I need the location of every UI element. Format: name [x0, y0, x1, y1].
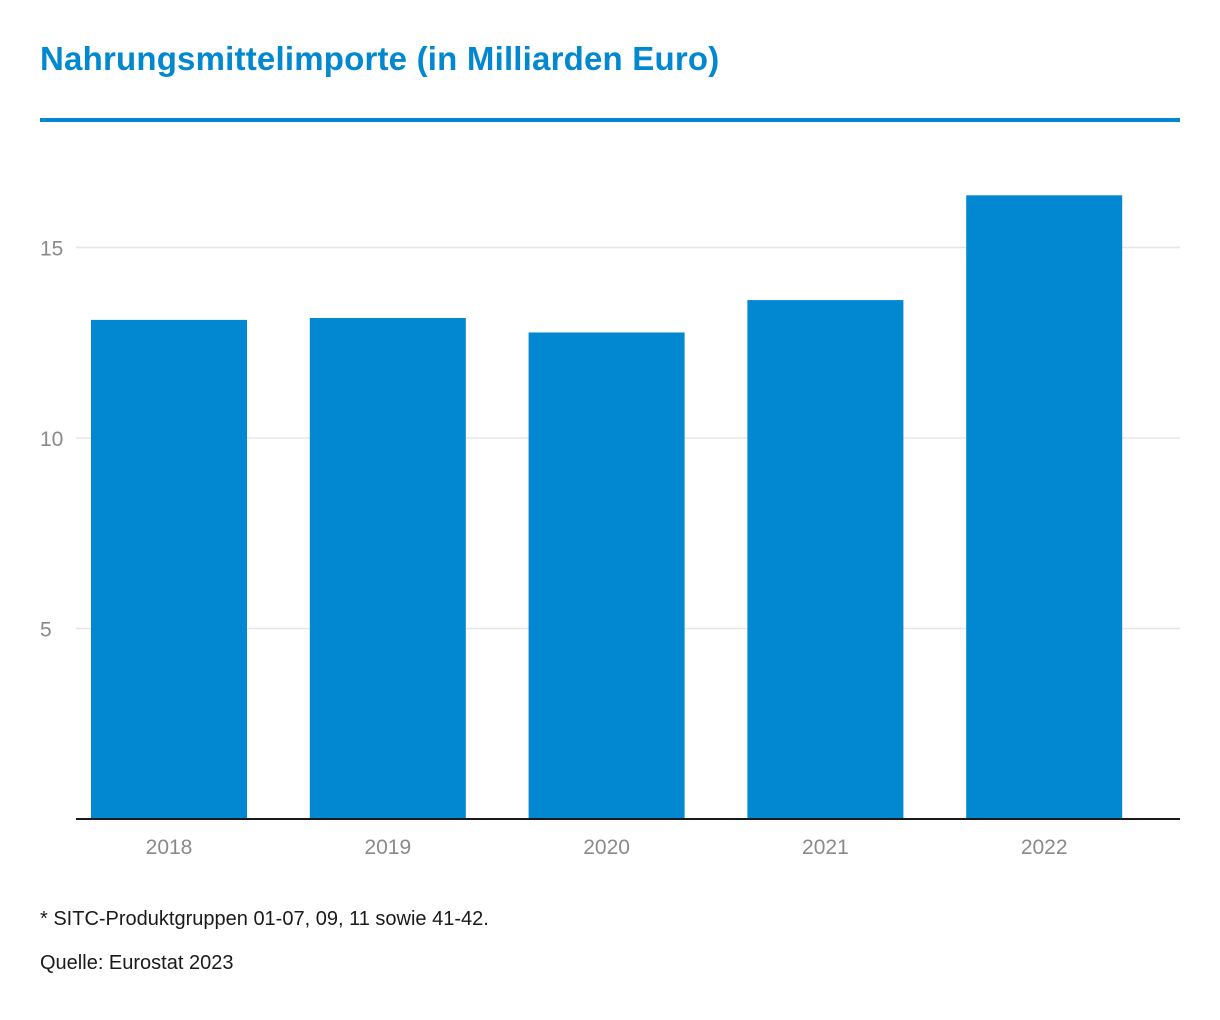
- x-tick-label: 2018: [146, 836, 193, 859]
- x-tick-label: 2020: [583, 836, 630, 859]
- bar-2021: [747, 300, 904, 819]
- bar-chart: 5 10 15 2018 2019 2020 2021 2022: [40, 195, 1180, 859]
- chart-title: Nahrungsmittelimporte (in Milliarden Eur…: [40, 40, 720, 77]
- x-axis-ticks: 2018 2019 2020 2021 2022: [146, 836, 1068, 859]
- bar-2019: [309, 317, 466, 819]
- x-tick-label: 2019: [364, 836, 411, 859]
- footnote-note: * SITC-Produktgruppen 01-07, 09, 11 sowi…: [40, 908, 489, 930]
- y-tick-label: 10: [40, 428, 63, 451]
- y-tick-label: 5: [40, 619, 52, 642]
- bar-2020: [528, 332, 685, 819]
- y-tick-label: 15: [40, 238, 63, 261]
- x-tick-label: 2021: [802, 836, 849, 859]
- y-axis-ticks: 5 10 15: [40, 238, 63, 642]
- bars: [91, 195, 1123, 820]
- x-tick-label: 2022: [1021, 836, 1068, 859]
- bar-2022: [966, 195, 1123, 820]
- title-underline: [40, 118, 1180, 122]
- bar-2018: [91, 319, 247, 819]
- footnote-source: Quelle: Eurostat 2023: [40, 952, 234, 974]
